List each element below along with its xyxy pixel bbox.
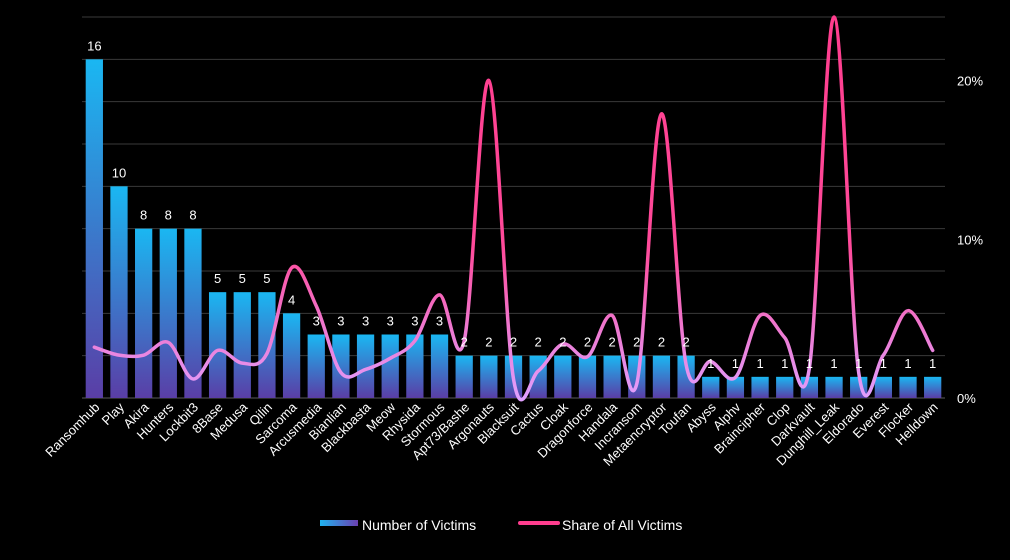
data-label: 2 [609,335,616,350]
right-axis: 0% 10% 20% [957,74,983,407]
data-label: 1 [904,356,911,371]
data-label: 3 [337,314,344,329]
data-label: 1 [732,356,739,371]
bar [825,376,843,398]
data-label: 8 [140,208,147,223]
data-label: 2 [485,335,492,350]
bar [924,376,942,398]
line-series [92,15,935,402]
bar [677,355,695,398]
data-label: 16 [87,38,101,53]
bar [554,355,572,398]
bar [208,292,227,398]
bar [332,334,350,398]
y2-tick-label: 20% [957,74,983,89]
category-label: Ransomhub [42,400,102,460]
bar [135,228,153,398]
data-label: 10 [112,165,126,180]
data-label: 5 [239,271,246,286]
bar [430,334,449,398]
data-label: 1 [806,356,813,371]
data-label: 2 [633,335,640,350]
data-label: 2 [584,335,591,350]
bar [381,334,399,398]
bar [874,376,892,398]
data-label: 1 [707,356,714,371]
bar [899,376,917,398]
bar [307,334,325,398]
data-label: 3 [387,314,394,329]
data-labels: 16 10 8 8 8 5 5 5 4 3 3 3 3 3 3 2 2 2 2 2 2 2 2 2 2 1 1 1 1 1 1 1 1 1 1 [87,38,936,371]
bar [578,355,597,398]
data-label: 8 [189,208,196,223]
bar [480,355,498,398]
bar [751,376,769,398]
bar [455,355,473,398]
data-label: 1 [830,356,837,371]
bar-series [85,59,942,398]
bar [726,376,745,398]
data-label: 3 [313,314,320,329]
bar [85,59,103,398]
legend: Number of Victims Share of All Victims [320,517,682,533]
bar [702,376,720,398]
data-label: 2 [658,335,665,350]
bar [282,313,301,398]
bar [406,334,424,398]
bar [258,292,276,398]
data-label: 1 [880,356,887,371]
data-label: 3 [411,314,418,329]
data-label: 5 [263,271,270,286]
share-line [92,15,935,402]
data-label: 3 [436,314,443,329]
bar [184,228,202,398]
bar [159,228,177,398]
bar [233,292,251,398]
data-label: 2 [510,335,517,350]
data-label: 1 [929,356,936,371]
bar [110,186,128,398]
y2-tick-label: 10% [957,232,983,247]
data-label: 1 [756,356,763,371]
legend-bar-label: Number of Victims [362,517,476,533]
x-axis: RansomhubPlayAkiraHuntersLockbit38BaseMe… [42,399,941,469]
legend-line-label: Share of All Victims [562,517,682,533]
bar [776,376,794,398]
bar [356,334,375,398]
data-label: 1 [855,356,862,371]
y2-tick-label: 0% [957,391,976,406]
data-label: 2 [461,335,468,350]
data-label: 2 [682,335,689,350]
data-label: 1 [781,356,788,371]
data-label: 3 [362,314,369,329]
data-label: 8 [165,208,172,223]
data-label: 2 [535,335,542,350]
legend-bar-swatch [320,520,358,526]
data-label: 2 [559,335,566,350]
bar [652,355,671,398]
data-label: 4 [288,292,295,307]
bar [603,355,621,398]
data-label: 5 [214,271,221,286]
